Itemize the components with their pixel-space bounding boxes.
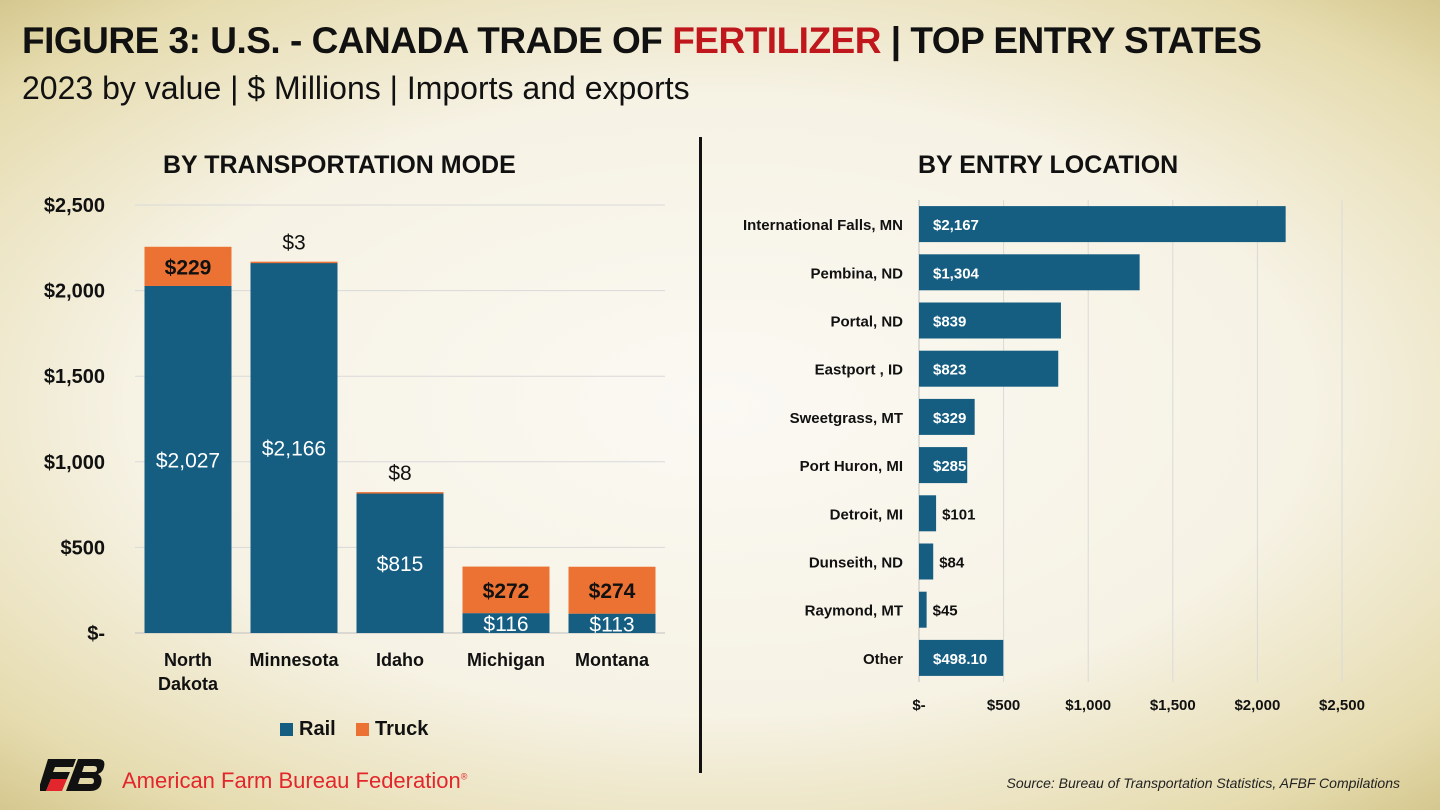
bar-rail-3 [462,613,550,633]
bar-truck-1 [250,261,338,264]
bar-location-5 [919,447,968,484]
legend-swatch-rail [280,723,293,736]
data-label-rail: $113 [589,613,634,636]
x-tick-label: $- [912,697,925,714]
bar-location-7 [919,543,934,580]
y-tick-label: $2,500 [44,195,105,217]
category-label: Portal, ND [830,314,903,331]
title-prefix: FIGURE 3: U.S. - CANADA TRADE OF [22,20,673,61]
data-label-truck: $8 [388,462,411,485]
bar-rail-1 [250,262,338,633]
data-label-rail: $2,027 [156,449,220,472]
bar-location-9 [919,639,1004,676]
bar-location-3 [919,350,1059,387]
bar-location-1 [919,254,1140,291]
page-subtitle: 2023 by value | $ Millions | Imports and… [22,70,690,106]
bar-truck-0 [144,246,232,286]
y-tick-label: $500 [61,537,106,559]
category-label: Montana [575,650,650,670]
data-label: $329 [933,410,966,427]
x-tick-label: $500 [987,697,1020,714]
afbf-logo-icon [40,759,105,791]
bar-location-8 [919,591,927,628]
page-title: FIGURE 3: U.S. - CANADA TRADE OF FERTILI… [22,20,1262,62]
data-label-rail: $815 [377,553,424,576]
data-label-truck: $3 [282,232,305,255]
legend-label-rail: Rail [299,718,336,740]
bar-rail-2 [356,493,444,633]
y-tick-label: $1,000 [44,452,105,474]
bar-location-0 [919,206,1286,243]
bar-truck-2 [356,492,444,494]
category-label: Sweetgrass, MT [790,410,903,427]
x-tick-label: $1,000 [1065,697,1111,714]
title-highlight: FERTILIZER [672,20,881,61]
bar-location-2 [919,302,1061,339]
category-label: Port Huron, MI [800,458,903,475]
title-suffix: | TOP ENTRY STATES [880,20,1262,61]
data-label: $1,304 [933,265,980,282]
category-label: Dunseith, ND [809,555,903,572]
legend-truck: Truck [356,718,428,741]
category-label: Detroit, MI [830,506,903,523]
category-label: Eastport , ID [815,362,904,379]
y-tick-label: $1,500 [44,366,105,388]
data-label: $498.10 [933,651,987,668]
data-label: $101 [942,506,975,523]
y-tick-label: $2,000 [44,281,105,303]
data-label-rail: $116 [483,613,528,636]
y-tick-label: $- [87,623,105,645]
bar-location-4 [919,398,975,435]
data-label: $2,167 [933,217,979,234]
right-chart-title: BY ENTRY LOCATION [918,151,1179,179]
legend-swatch-truck [356,723,369,736]
data-label: $45 [933,603,958,620]
category-label: Michigan [467,650,545,670]
registered-mark: ® [460,771,468,782]
data-label: $823 [933,362,966,379]
bar-truck-4 [568,566,656,614]
bar-rail-4 [568,613,656,633]
category-label: Minnesota [249,650,339,670]
x-tick-label: $2,500 [1319,697,1365,714]
x-tick-label: $2,000 [1234,697,1280,714]
bar-truck-3 [462,566,550,614]
category-label: North [164,650,212,670]
org-name-text: American Farm Bureau Federation [122,768,461,793]
left-chart-title: BY TRANSPORTATION MODE [163,151,516,179]
bar-rail-0 [144,285,232,633]
category-label: Dakota [158,674,219,694]
category-label: International Falls, MN [743,217,903,234]
panel-divider [699,137,702,773]
legend-label-truck: Truck [375,718,429,740]
category-label: Pembina, ND [810,265,903,282]
bar-location-6 [919,495,937,532]
category-label: Idaho [376,650,424,670]
data-label-truck: $272 [483,580,530,603]
data-label: $285 [933,458,966,475]
data-label: $839 [933,314,966,331]
data-label-truck: $274 [589,580,636,603]
data-label-rail: $2,166 [262,438,326,461]
source-note: Source: Bureau of Transportation Statist… [1006,775,1400,791]
org-name: American Farm Bureau Federation® [122,768,467,794]
x-tick-label: $1,500 [1150,697,1196,714]
legend-rail: Rail [280,718,336,741]
data-label-truck: $229 [165,256,212,279]
data-label: $84 [939,555,965,572]
category-label: Other [863,651,903,668]
category-label: Raymond, MT [805,603,903,620]
